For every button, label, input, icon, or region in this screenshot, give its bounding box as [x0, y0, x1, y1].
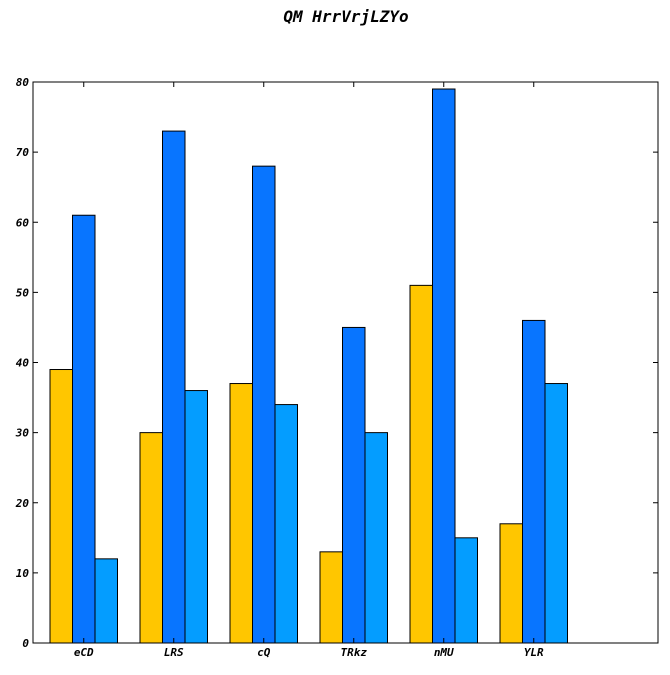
bar-LRS-series-3 [184, 390, 208, 644]
bar-eCD-series-1 [49, 369, 73, 644]
bar-TRkz-series-1 [319, 551, 343, 644]
bar-YLR-series-1 [499, 523, 523, 644]
y-tick-label: 70 [16, 146, 30, 159]
y-tick-label: 80 [16, 76, 30, 89]
chart-title: QM HrrVrjLZYo [283, 7, 408, 26]
y-axis: 0 10 20 30 40 50 60 70 80 [15, 76, 658, 650]
x-tick-label: YLR [524, 646, 544, 659]
bar-YLR-series-2 [522, 319, 546, 644]
y-tick-label: 50 [16, 286, 30, 299]
bar-LRS-series-2 [162, 130, 186, 644]
bar-LRS-series-1 [139, 432, 163, 644]
x-tick-label: cQ [257, 646, 271, 659]
y-tick-label: 60 [16, 216, 30, 229]
bar-nMU-series-3 [454, 537, 478, 644]
y-tick-label: 30 [15, 427, 30, 440]
bars-group [49, 88, 568, 644]
x-axis: eCD LRS cQ TRkz nMU YLR [74, 82, 544, 659]
bar-cQ-series-1 [229, 383, 253, 644]
bar-cQ-series-2 [252, 165, 276, 644]
y-tick-label: 10 [16, 567, 30, 580]
bar-eCD-series-2 [72, 214, 96, 644]
bar-TRkz-series-3 [364, 432, 388, 644]
bar-YLR-series-3 [544, 383, 568, 644]
x-tick-label: TRkz [341, 646, 368, 659]
y-tick-label: 20 [15, 497, 30, 510]
bar-nMU-series-1 [409, 284, 433, 644]
bar-cQ-series-3 [274, 404, 298, 644]
x-tick-label: LRS [164, 646, 184, 659]
bar-nMU-series-2 [432, 88, 456, 644]
bar-TRkz-series-2 [342, 326, 366, 644]
y-tick-label: 40 [16, 357, 30, 370]
bar-eCD-series-3 [94, 558, 118, 644]
y-tick-label: 0 [22, 637, 29, 650]
x-tick-label: nMU [434, 646, 454, 659]
x-tick-label: eCD [74, 646, 94, 659]
